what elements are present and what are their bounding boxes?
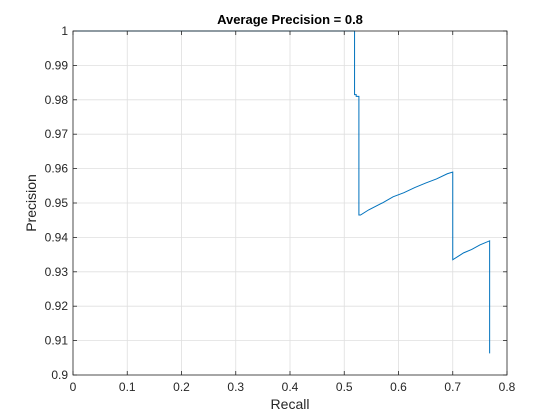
x-tick-label: 0.3 xyxy=(227,380,244,394)
chart-title: Average Precision = 0.8 xyxy=(217,12,363,27)
y-tick-label: 0.91 xyxy=(45,334,69,348)
precision-recall-line xyxy=(73,30,491,354)
y-tick-label: 0.9 xyxy=(51,368,68,382)
y-tick-label: 0.95 xyxy=(45,196,69,210)
x-tick-label: 0.7 xyxy=(444,380,461,394)
y-tick-label: 1 xyxy=(61,24,68,38)
y-tick-label: 0.93 xyxy=(45,265,69,279)
y-tick-label: 0.92 xyxy=(45,299,69,313)
y-tick-label: 0.97 xyxy=(45,127,69,141)
y-tick-label: 0.98 xyxy=(45,93,69,107)
series-group xyxy=(73,30,491,354)
x-tick-label: 0.4 xyxy=(282,380,299,394)
x-tick-label: 0.5 xyxy=(336,380,353,394)
y-tick-label: 0.96 xyxy=(45,162,69,176)
x-tick-label: 0.2 xyxy=(173,380,190,394)
x-tick-label: 0.1 xyxy=(119,380,136,394)
x-tick-label: 0.8 xyxy=(499,380,516,394)
x-tick-labels: 0 0.1 0.2 0.3 0.4 0.5 0.6 0.7 0.8 xyxy=(70,380,516,394)
y-axis-label: Precision xyxy=(23,174,39,232)
y-tick-label: 0.99 xyxy=(45,58,69,72)
y-tick-label: 0.94 xyxy=(45,230,69,244)
x-tick-label: 0.6 xyxy=(390,380,407,394)
tick-marks xyxy=(72,30,508,376)
x-tick-label: 0 xyxy=(70,380,77,394)
x-axis-label: Recall xyxy=(271,396,310,412)
y-tick-labels: 0.9 0.91 0.92 0.93 0.94 0.95 0.96 0.97 0.98 0.99 1 xyxy=(45,24,69,382)
